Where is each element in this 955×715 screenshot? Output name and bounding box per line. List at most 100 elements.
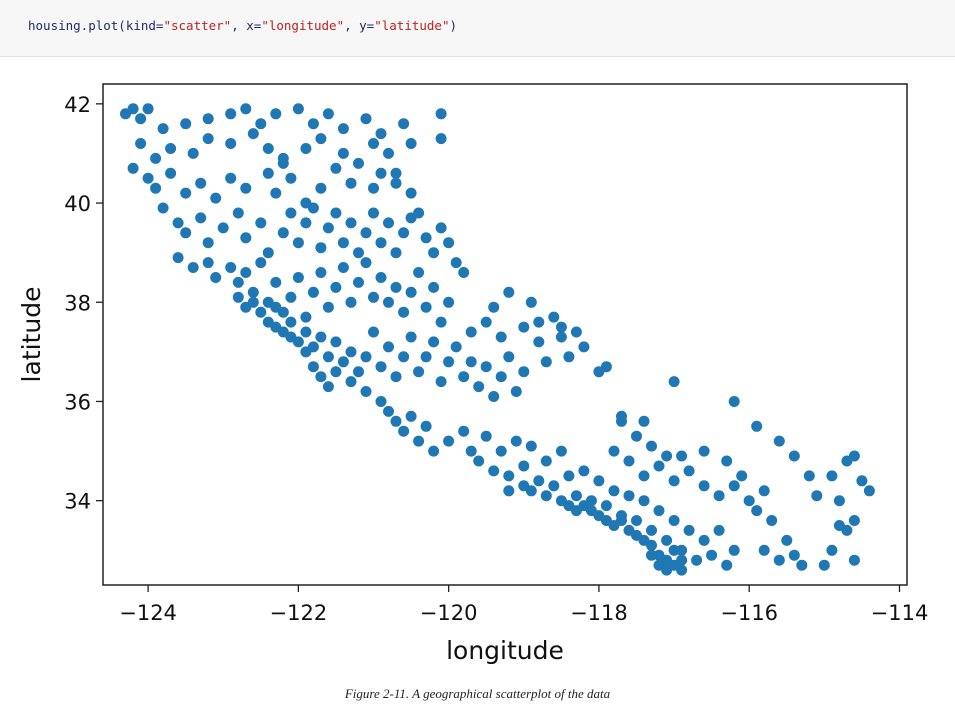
output-area: −124 −122 −120 −118 −116 −114 34 36 38 40 42 long… bbox=[0, 57, 955, 715]
scatter-point bbox=[240, 103, 252, 115]
scatter-point bbox=[510, 386, 522, 397]
code-y-value: "latitude" bbox=[374, 18, 450, 33]
scatter-point bbox=[638, 470, 650, 482]
scatter-point bbox=[450, 257, 462, 269]
scatter-point bbox=[600, 500, 612, 512]
scatter-point bbox=[127, 162, 139, 174]
plot-frame bbox=[102, 83, 908, 586]
scatter-point bbox=[232, 276, 244, 288]
scatter-point bbox=[360, 113, 372, 125]
scatter-point bbox=[398, 351, 410, 363]
scatter-point bbox=[743, 495, 755, 507]
x-tick-label: −114 bbox=[871, 601, 929, 625]
scatter-point bbox=[255, 257, 267, 269]
scatter-point bbox=[292, 103, 304, 115]
code-cell[interactable]: housing.plot(kind="scatter", x="longitud… bbox=[0, 0, 955, 57]
scatter-point bbox=[593, 475, 605, 487]
scatter-point bbox=[127, 103, 139, 115]
scatter-point bbox=[307, 202, 319, 214]
scatter-point bbox=[270, 187, 282, 199]
scatter-chart: −124 −122 −120 −118 −116 −114 34 36 38 40 42 long… bbox=[17, 83, 929, 665]
scatter-point bbox=[240, 182, 252, 194]
scatter-point bbox=[863, 485, 875, 497]
scatter-point bbox=[706, 549, 718, 561]
scatter-point bbox=[540, 490, 552, 502]
scatter-point bbox=[638, 415, 650, 427]
scatter-point bbox=[465, 445, 477, 457]
scatter-point bbox=[322, 108, 334, 120]
scatter-point bbox=[292, 272, 304, 283]
scatter-point bbox=[713, 490, 725, 502]
scatter-point bbox=[225, 138, 237, 149]
scatter-point bbox=[623, 455, 635, 467]
code-sep-2: , y= bbox=[344, 18, 375, 33]
scatter-point bbox=[420, 351, 432, 363]
scatter-point bbox=[315, 331, 327, 343]
scatter-point bbox=[337, 147, 349, 159]
scatter-point bbox=[368, 138, 379, 149]
scatter-point bbox=[728, 396, 740, 407]
scatter-point bbox=[368, 291, 379, 303]
scatter-point bbox=[488, 301, 500, 313]
scatter-point bbox=[202, 133, 214, 145]
code-x-value: "longitude" bbox=[261, 18, 345, 33]
scatter-point bbox=[300, 143, 312, 154]
scatter-point bbox=[353, 366, 364, 378]
scatter-point bbox=[428, 445, 440, 457]
scatter-point bbox=[285, 207, 297, 219]
scatter-point bbox=[458, 267, 470, 278]
scatter-point bbox=[668, 515, 680, 526]
scatter-point bbox=[375, 396, 387, 407]
scatter-point bbox=[796, 559, 808, 571]
scatter-point bbox=[135, 113, 147, 125]
scatter-point bbox=[826, 470, 838, 482]
scatter-point bbox=[315, 242, 327, 254]
scatter-point bbox=[413, 267, 425, 278]
scatter-point bbox=[458, 425, 470, 437]
scatter-point bbox=[330, 162, 342, 174]
scatter-point bbox=[818, 559, 830, 571]
scatter-point bbox=[150, 182, 162, 194]
scatter-point bbox=[848, 515, 860, 526]
scatter-point bbox=[555, 445, 567, 457]
scatter-point bbox=[518, 460, 530, 472]
scatter-point bbox=[195, 177, 207, 189]
x-tick-label: −116 bbox=[720, 601, 778, 625]
scatter-point bbox=[608, 445, 620, 457]
scatter-point bbox=[443, 237, 455, 249]
scatter-point bbox=[458, 371, 470, 383]
scatter-point bbox=[443, 296, 455, 308]
scatter-point bbox=[465, 356, 477, 368]
scatter-point bbox=[375, 167, 387, 179]
scatter-point bbox=[157, 202, 169, 214]
scatter-point bbox=[435, 316, 447, 328]
scatter-point bbox=[285, 172, 297, 184]
scatter-point bbox=[758, 544, 770, 556]
scatter-point bbox=[668, 475, 680, 487]
scatter-point bbox=[262, 247, 274, 259]
scatter-point bbox=[353, 157, 364, 169]
scatter-point bbox=[668, 376, 680, 388]
scatter-point bbox=[646, 549, 657, 561]
scatter-point bbox=[135, 138, 147, 149]
scatter-point bbox=[443, 435, 455, 447]
scatter-point bbox=[653, 505, 665, 517]
scatter-point bbox=[533, 336, 545, 348]
scatter-point bbox=[255, 217, 267, 229]
scatter-point bbox=[646, 539, 657, 551]
scatter-point bbox=[773, 435, 785, 447]
scatter-point bbox=[758, 485, 770, 497]
scatter-point bbox=[600, 361, 612, 373]
scatter-point bbox=[390, 177, 402, 189]
scatter-point bbox=[570, 490, 582, 502]
scatter-point bbox=[383, 147, 394, 159]
scatter-point bbox=[345, 296, 357, 308]
scatter-point bbox=[330, 207, 342, 219]
scatter-point bbox=[247, 286, 259, 298]
scatter-point bbox=[646, 524, 657, 536]
scatter-point bbox=[661, 564, 673, 576]
scatter-point bbox=[353, 247, 364, 259]
scatter-point bbox=[811, 490, 823, 502]
scatter-point bbox=[533, 475, 545, 487]
scatter-point bbox=[360, 386, 372, 397]
